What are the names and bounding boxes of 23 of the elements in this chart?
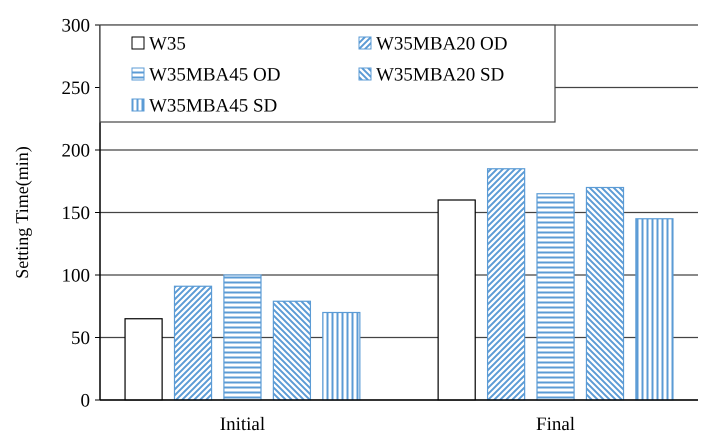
bar (223, 274, 262, 401)
x-tick-label: Initial (220, 414, 266, 435)
bar (272, 300, 312, 401)
bar (174, 286, 212, 401)
legend-label: W35MBA20 SD (376, 64, 504, 86)
y-tick-label: 300 (62, 16, 90, 37)
y-tick-label: 150 (62, 203, 90, 224)
legend-label: W35MBA20 OD (376, 34, 508, 55)
y-tick-label: 100 (62, 266, 90, 287)
bar (322, 312, 360, 401)
legend-label: W35MBA45 SD (149, 96, 278, 117)
legend-label: W35 (149, 34, 186, 55)
legend-label: W35MBA45 OD (149, 64, 280, 86)
y-axis-title: Setting Time(min) (12, 146, 32, 279)
y-tick-label: 250 (62, 78, 90, 100)
bar (536, 193, 575, 401)
x-tick-label: Final (536, 414, 576, 435)
bar (586, 186, 624, 401)
y-tick-label: 200 (62, 140, 90, 162)
y-tick-label: 50 (71, 328, 90, 350)
y-tick-label: 0 (80, 390, 90, 412)
bar (486, 168, 526, 401)
bar (635, 218, 674, 401)
